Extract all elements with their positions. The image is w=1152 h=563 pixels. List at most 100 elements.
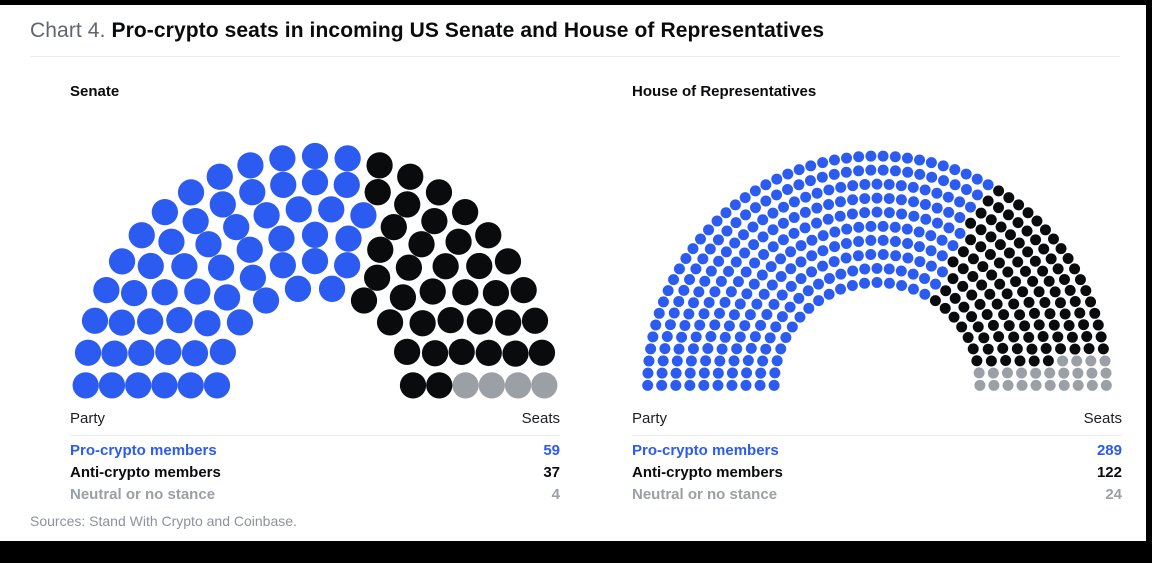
seat-dot: [936, 234, 948, 246]
seat-dot: [786, 321, 798, 333]
seat-dot: [657, 296, 669, 308]
seat-dot: [1011, 343, 1023, 355]
seat-dot: [966, 311, 978, 323]
chart-card: Chart 4. Pro-crypto seats in incoming US …: [0, 5, 1146, 541]
seat-dot: [668, 274, 680, 286]
seat-dot: [195, 231, 222, 258]
seat-dot: [653, 307, 665, 319]
seat-dot: [1081, 331, 1093, 343]
seat-dot: [835, 181, 847, 193]
seat-dot: [151, 372, 178, 399]
seat-dot: [994, 239, 1006, 251]
seat-dot: [1038, 243, 1050, 255]
seat-dot: [1078, 319, 1090, 331]
seat-dot: [998, 309, 1010, 321]
seat-dot: [301, 247, 329, 275]
seat-dot: [452, 279, 479, 306]
seat-dot: [847, 194, 859, 206]
seat-dot: [890, 250, 902, 262]
seat-dot: [895, 180, 907, 192]
seat-dot: [776, 311, 788, 323]
seat-dot: [703, 297, 715, 309]
seat-dot: [908, 196, 920, 208]
seat-dot: [269, 145, 296, 172]
table-row: Anti-crypto members 122: [632, 465, 1122, 480]
seat-dot: [1012, 256, 1024, 268]
seat-dot: [978, 332, 990, 344]
seat-dot: [1019, 320, 1031, 332]
seat-dot: [739, 247, 751, 259]
seat-dot: [883, 263, 895, 275]
seat-dot: [740, 209, 752, 221]
seat-dot: [452, 372, 479, 399]
seat-dot: [335, 225, 362, 252]
seat-dot: [976, 279, 988, 291]
seat-count: 37: [543, 464, 560, 481]
seat-dot: [709, 319, 721, 331]
seat-dot: [661, 331, 673, 343]
chart-title-text: Pro-crypto seats in incoming US Senate a…: [111, 19, 825, 42]
seat-dot: [975, 241, 987, 253]
seat-dot: [1099, 355, 1111, 367]
seat-dot: [740, 379, 752, 391]
seat-dot: [194, 310, 221, 337]
seat-dot: [688, 297, 700, 309]
seat-dot: [494, 248, 522, 275]
seat-dot: [284, 275, 312, 302]
seat-dot: [829, 241, 841, 253]
seat-dot: [871, 262, 883, 274]
seat-dot: [1039, 224, 1051, 236]
seat-dot: [795, 273, 807, 285]
seat-dot: [889, 165, 901, 177]
seat-dot: [776, 289, 788, 301]
seat-dot: [987, 319, 999, 331]
party-label: Neutral or no stance: [632, 486, 778, 503]
seat-dot: [664, 319, 676, 331]
seat-dot: [947, 273, 959, 285]
seat-dot: [1030, 367, 1042, 379]
seat-dot: [822, 213, 834, 225]
seat-dot: [799, 222, 811, 234]
seat-dot: [1043, 275, 1055, 287]
seat-dot: [408, 231, 435, 258]
seat-dot: [974, 298, 986, 310]
seat-dot: [749, 257, 761, 269]
seat-dot: [982, 179, 994, 191]
seat-dot: [1017, 286, 1029, 298]
seat-dot: [749, 202, 761, 214]
seat-dot: [1080, 285, 1092, 297]
seat-dot: [766, 279, 778, 291]
seat-dot: [716, 343, 728, 355]
seat-dot: [982, 343, 994, 355]
seat-dot: [871, 178, 883, 190]
seat-dot: [982, 195, 994, 207]
seat-dot: [1069, 343, 1081, 355]
seat-dot: [1044, 308, 1056, 320]
seat-dot: [865, 234, 877, 246]
seat-dot: [683, 308, 695, 320]
seat-dot: [991, 298, 1003, 310]
seat-dot: [74, 339, 102, 366]
seat-dot: [840, 252, 852, 264]
seat-dot: [883, 277, 895, 289]
seat-dot: [744, 309, 756, 321]
house-column: House of Representatives Party Seats Pro…: [632, 83, 1122, 502]
seat-dot: [671, 355, 683, 367]
seat-dot: [1002, 266, 1014, 278]
seat-dot: [920, 213, 932, 225]
seat-dot: [817, 230, 829, 242]
seat-dot: [158, 228, 185, 255]
seat-dot: [1045, 253, 1057, 265]
seat-dot: [81, 307, 109, 334]
seat-dot: [795, 256, 807, 268]
seat-dot: [1085, 355, 1097, 367]
seat-dot: [957, 246, 969, 258]
seat-dot: [767, 241, 779, 253]
seat-dot: [333, 171, 360, 198]
seat-dot: [719, 296, 731, 308]
seat-dot: [919, 184, 931, 196]
seat-dot: [673, 296, 685, 308]
seat-dot: [748, 278, 760, 290]
seat-dot: [954, 211, 966, 223]
seat-dot: [986, 269, 998, 281]
